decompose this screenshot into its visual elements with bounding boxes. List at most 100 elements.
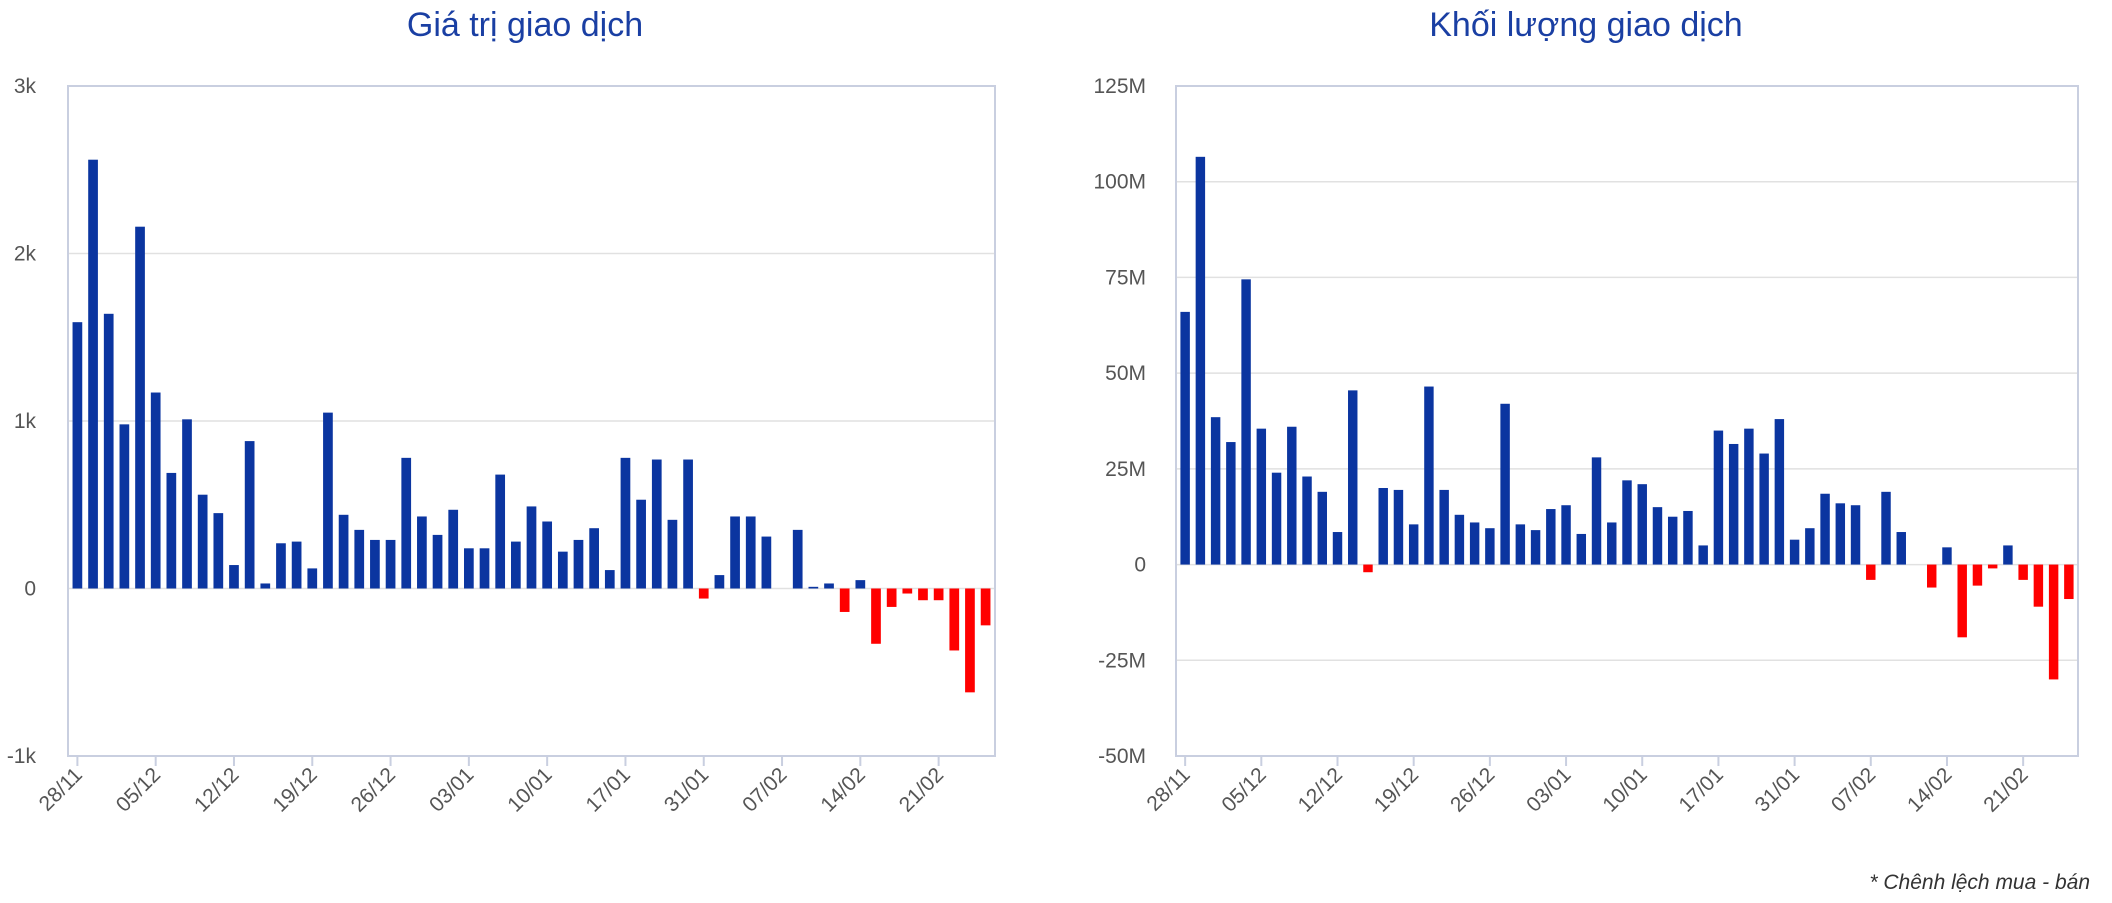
bar — [918, 588, 928, 601]
bar — [980, 588, 991, 626]
bar — [667, 519, 678, 589]
x-tick-label: 14/02 — [1903, 763, 1956, 816]
x-tick-label: 10/01 — [503, 763, 556, 816]
bar — [338, 514, 349, 589]
y-tick-label: 100M — [1093, 171, 1146, 194]
y-tick-label: 50M — [1105, 362, 1146, 385]
bar — [886, 588, 897, 607]
bar — [150, 392, 161, 589]
bar — [1393, 489, 1404, 565]
x-tick-label: 03/01 — [425, 763, 478, 816]
x-tick-label: 05/12 — [112, 763, 165, 816]
bar — [1241, 279, 1251, 565]
bar — [1485, 528, 1495, 565]
bar — [213, 513, 224, 589]
bar — [1881, 491, 1891, 565]
bar — [1530, 530, 1541, 565]
bar — [1683, 510, 1693, 565]
bar — [464, 548, 474, 589]
bar — [824, 583, 834, 589]
bar — [1805, 528, 1815, 565]
bar — [698, 588, 709, 599]
x-tick-label: 10/01 — [1598, 763, 1651, 816]
bar — [2048, 564, 2059, 680]
bar — [2033, 564, 2044, 607]
bar — [1942, 547, 1952, 565]
footnote: * Chênh lệch mua - bán — [1869, 871, 2090, 894]
bar — [276, 543, 286, 589]
bar — [197, 494, 208, 589]
x-tick-label: 17/01 — [582, 763, 635, 816]
bar — [1454, 514, 1465, 565]
bar — [479, 548, 490, 589]
bar — [307, 568, 318, 589]
bar — [589, 528, 599, 589]
x-tick-label: 07/02 — [1827, 763, 1880, 816]
bar — [1744, 428, 1754, 565]
bar — [871, 588, 881, 644]
bar — [1332, 532, 1343, 565]
bar — [448, 509, 459, 589]
bar — [1957, 564, 1967, 638]
bar — [1607, 522, 1617, 565]
bar — [557, 551, 568, 589]
y-tick-label: -1k — [7, 745, 37, 768]
y-tick-label: 125M — [1093, 75, 1146, 98]
y-tick-label: 25M — [1105, 458, 1146, 481]
bar — [808, 586, 819, 589]
bar — [182, 419, 192, 589]
bar — [1835, 503, 1846, 565]
bar — [1896, 532, 1906, 565]
bar — [1622, 480, 1632, 565]
bar — [902, 588, 913, 594]
bar — [1698, 545, 1708, 565]
bar — [1576, 533, 1587, 565]
bar — [792, 529, 803, 589]
x-tick-label: 19/12 — [1370, 763, 1423, 816]
bar — [1195, 156, 1206, 565]
bar — [1972, 564, 1983, 586]
bar — [1226, 442, 1236, 565]
bar — [1287, 426, 1297, 565]
bar — [166, 472, 177, 589]
y-tick-label: 0 — [1134, 554, 1146, 577]
bar — [745, 516, 756, 589]
bar — [401, 457, 412, 589]
bar — [1713, 430, 1724, 565]
bar — [370, 539, 380, 589]
bar — [1469, 522, 1480, 565]
bar — [1180, 311, 1190, 565]
y-tick-label: 2k — [14, 243, 37, 266]
bar — [839, 588, 850, 612]
bar — [636, 499, 646, 589]
bar — [1987, 564, 1998, 569]
bar — [1408, 524, 1419, 565]
plot-frame — [1175, 85, 2079, 757]
bar — [1759, 453, 1769, 565]
bar — [385, 539, 396, 589]
bar — [1210, 417, 1221, 565]
bar — [495, 474, 506, 589]
bar — [510, 541, 521, 589]
bar — [604, 570, 615, 589]
bar — [135, 226, 145, 589]
bar — [432, 534, 443, 589]
bar — [651, 459, 662, 589]
bar — [1500, 403, 1510, 565]
bar — [260, 583, 271, 589]
bar — [1927, 564, 1937, 588]
bar — [1439, 489, 1449, 565]
bar — [683, 459, 693, 589]
bar — [323, 412, 333, 589]
bar — [1820, 493, 1830, 565]
bar — [965, 588, 975, 693]
bar — [72, 322, 83, 589]
y-tick-label: -50M — [1098, 745, 1146, 768]
y-tick-label: 0 — [24, 578, 36, 601]
x-tick-label: 14/02 — [816, 763, 869, 816]
chart-title-volume: Khối lượng giao dịch — [1429, 6, 1743, 44]
bar — [573, 539, 584, 589]
bar — [1363, 564, 1373, 573]
